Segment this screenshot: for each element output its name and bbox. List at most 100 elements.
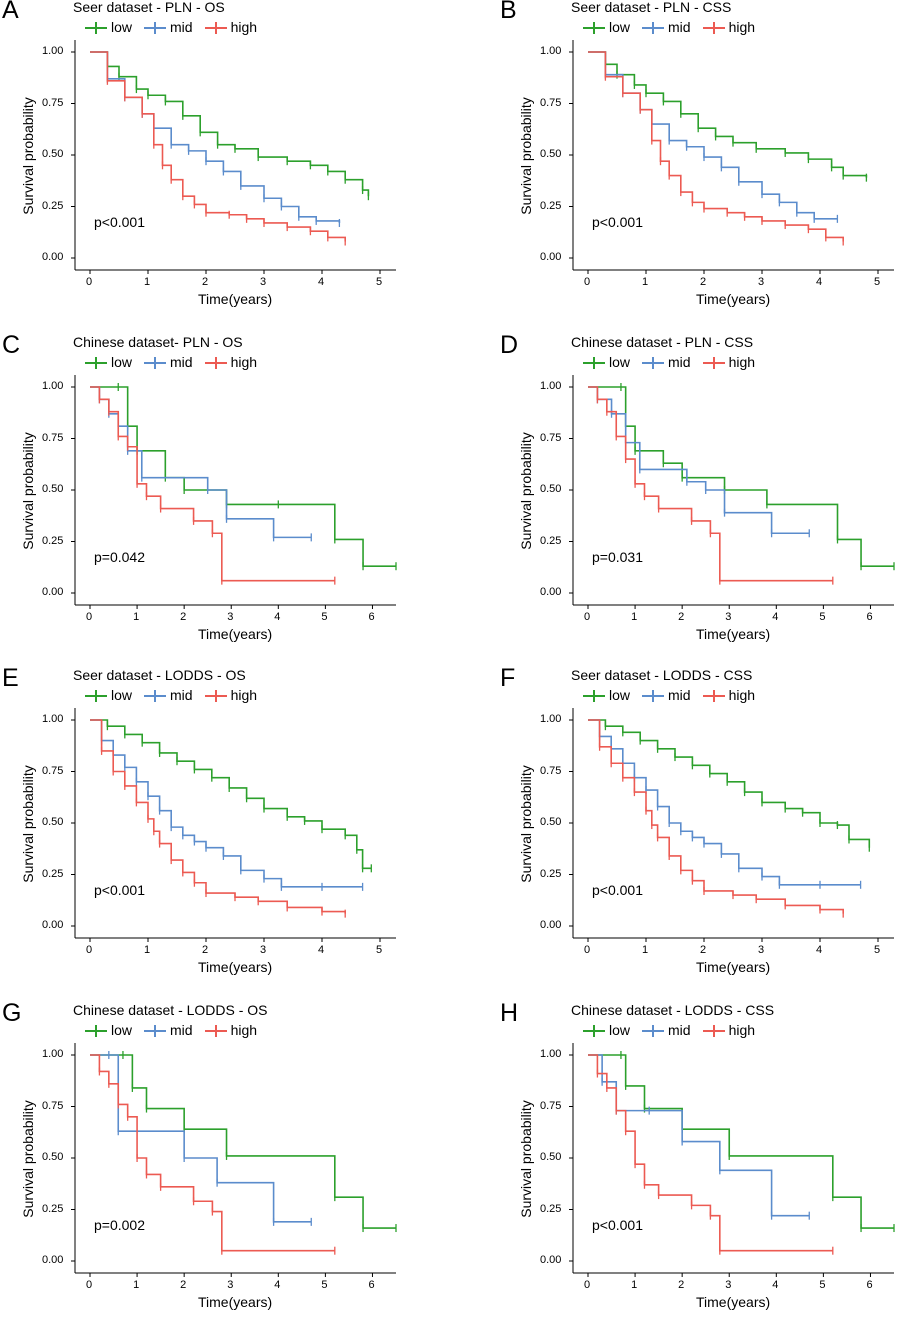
x-tick-label: 3 [758, 276, 765, 288]
legend-symbol-mid [642, 20, 665, 34]
p-value: p<0.001 [592, 214, 643, 230]
legend-label-high: high [728, 354, 756, 370]
chart-title: Seer dataset - PLN - OS [73, 0, 225, 15]
x-tick-label: 1 [642, 276, 649, 288]
x-tick-label: 4 [772, 1279, 779, 1291]
legend-item-mid: mid [642, 20, 691, 34]
y-tick-label: 0.00 [42, 251, 64, 263]
legend-item-low: low [583, 1023, 630, 1037]
x-tick-label: 3 [725, 611, 732, 623]
panel-letter: G [2, 999, 22, 1027]
legend-item-high: high [702, 354, 756, 370]
km-curve-high [588, 386, 833, 582]
legend-label-mid: mid [170, 19, 193, 35]
y-tick-label: 0.50 [540, 148, 562, 160]
x-tick-label: 2 [700, 276, 707, 288]
x-tick-label: 4 [274, 1279, 281, 1291]
chart-title: Seer dataset - LODDS - OS [73, 667, 246, 683]
y-tick-label: 0.25 [42, 1202, 64, 1215]
km-curve-high [90, 386, 335, 582]
plot-area [71, 375, 397, 609]
panel-letter: A [2, 0, 19, 24]
km-panel-g: G Chinese dataset - LODDS - OS low mid high S… [0, 999, 456, 1332]
chart-title: Seer dataset - PLN - CSS [571, 0, 732, 15]
p-value: p<0.001 [94, 882, 145, 898]
legend: low mid high [583, 1023, 767, 1037]
legend-label-high: high [728, 19, 756, 35]
legend-item-low: low [85, 688, 132, 702]
y-tick-label: 1.00 [42, 45, 64, 57]
y-tick-label: 0.50 [42, 816, 64, 828]
x-tick-label: 6 [866, 611, 873, 623]
legend-item-high: high [702, 688, 755, 702]
x-tick-label: 3 [725, 1279, 732, 1291]
legend-label-low: low [609, 687, 631, 703]
y-tick-label: 0.25 [540, 199, 562, 212]
x-tick-label: 3 [227, 1279, 234, 1291]
legend-symbol-mid [642, 688, 665, 702]
x-tick-label: 3 [758, 944, 765, 956]
y-tick-label: 0.50 [42, 1151, 64, 1163]
x-tick-label: 0 [86, 611, 93, 623]
km-curve-mid [588, 386, 810, 535]
legend-symbol-high [204, 355, 227, 369]
y-tick-label: 1.00 [42, 1048, 64, 1060]
y-tick-label: 0.00 [42, 1254, 64, 1266]
legend-item-mid: mid [144, 355, 193, 369]
x-tick-label: 4 [816, 276, 823, 288]
y-tick-label: 0.25 [540, 534, 562, 547]
x-tick-label: 4 [274, 611, 281, 623]
legend-item-mid: mid [144, 20, 193, 34]
y-tick-label: 0.00 [42, 919, 64, 931]
y-tick-label: 0.25 [42, 534, 64, 547]
km-panel-c: C Chinese dataset- PLN - OS low mid high Surv… [0, 333, 456, 664]
legend-symbol-mid [144, 1023, 167, 1037]
y-tick-label: 0.50 [540, 1151, 562, 1163]
x-tick-label: 1 [144, 944, 151, 956]
x-axis-label: Time(years) [198, 626, 273, 642]
km-curve-low [90, 386, 396, 568]
legend-item-mid: mid [642, 688, 691, 702]
x-tick-label: 1 [144, 276, 151, 288]
y-tick-label: 1.00 [42, 713, 64, 725]
panel-letter: H [500, 999, 519, 1027]
x-tick-label: 5 [376, 276, 383, 288]
km-curve-low [588, 386, 894, 568]
legend-symbol-low [85, 20, 107, 34]
chart-title: Chinese dataset - LODDS - OS [73, 1002, 268, 1018]
legend: low mid high [583, 355, 767, 369]
legend-item-low: low [85, 355, 132, 369]
x-tick-label: 5 [321, 1279, 328, 1291]
p-value: p=0.042 [94, 549, 145, 565]
x-tick-label: 2 [678, 1279, 685, 1291]
legend-item-low: low [583, 20, 630, 34]
legend-symbol-mid [144, 20, 167, 34]
km-curve-low [90, 1054, 396, 1229]
chart-title: Chinese dataset- PLN - OS [73, 334, 243, 350]
legend-item-low: low [583, 688, 630, 702]
plot-area [71, 1043, 397, 1277]
legend-symbol-high [702, 688, 725, 702]
legend-symbol-low [85, 1023, 107, 1037]
legend-label-low: low [111, 687, 133, 703]
x-tick-label: 2 [202, 276, 209, 288]
plot-area [569, 708, 894, 942]
x-tick-label: 0 [86, 1279, 93, 1291]
km-curve-mid [588, 1054, 810, 1217]
y-tick-label: 0.25 [42, 199, 64, 212]
legend-item-high: high [702, 1023, 755, 1037]
km-curve-low [588, 719, 871, 848]
x-axis-label: Time(years) [696, 1294, 771, 1310]
x-tick-label: 6 [368, 1279, 375, 1291]
y-tick-label: 0.00 [42, 586, 64, 598]
legend-symbol-low [85, 688, 107, 702]
p-value: p<0.001 [94, 214, 145, 230]
legend-item-mid: mid [144, 1023, 193, 1037]
legend-symbol-high [204, 1023, 227, 1037]
y-tick-label: 0.00 [540, 251, 562, 263]
legend-label-mid: mid [668, 687, 691, 703]
legend-item-mid: mid [642, 355, 691, 369]
x-tick-label: 2 [202, 944, 209, 956]
legend-item-high: high [702, 19, 756, 35]
x-axis-label: Time(years) [696, 291, 771, 307]
